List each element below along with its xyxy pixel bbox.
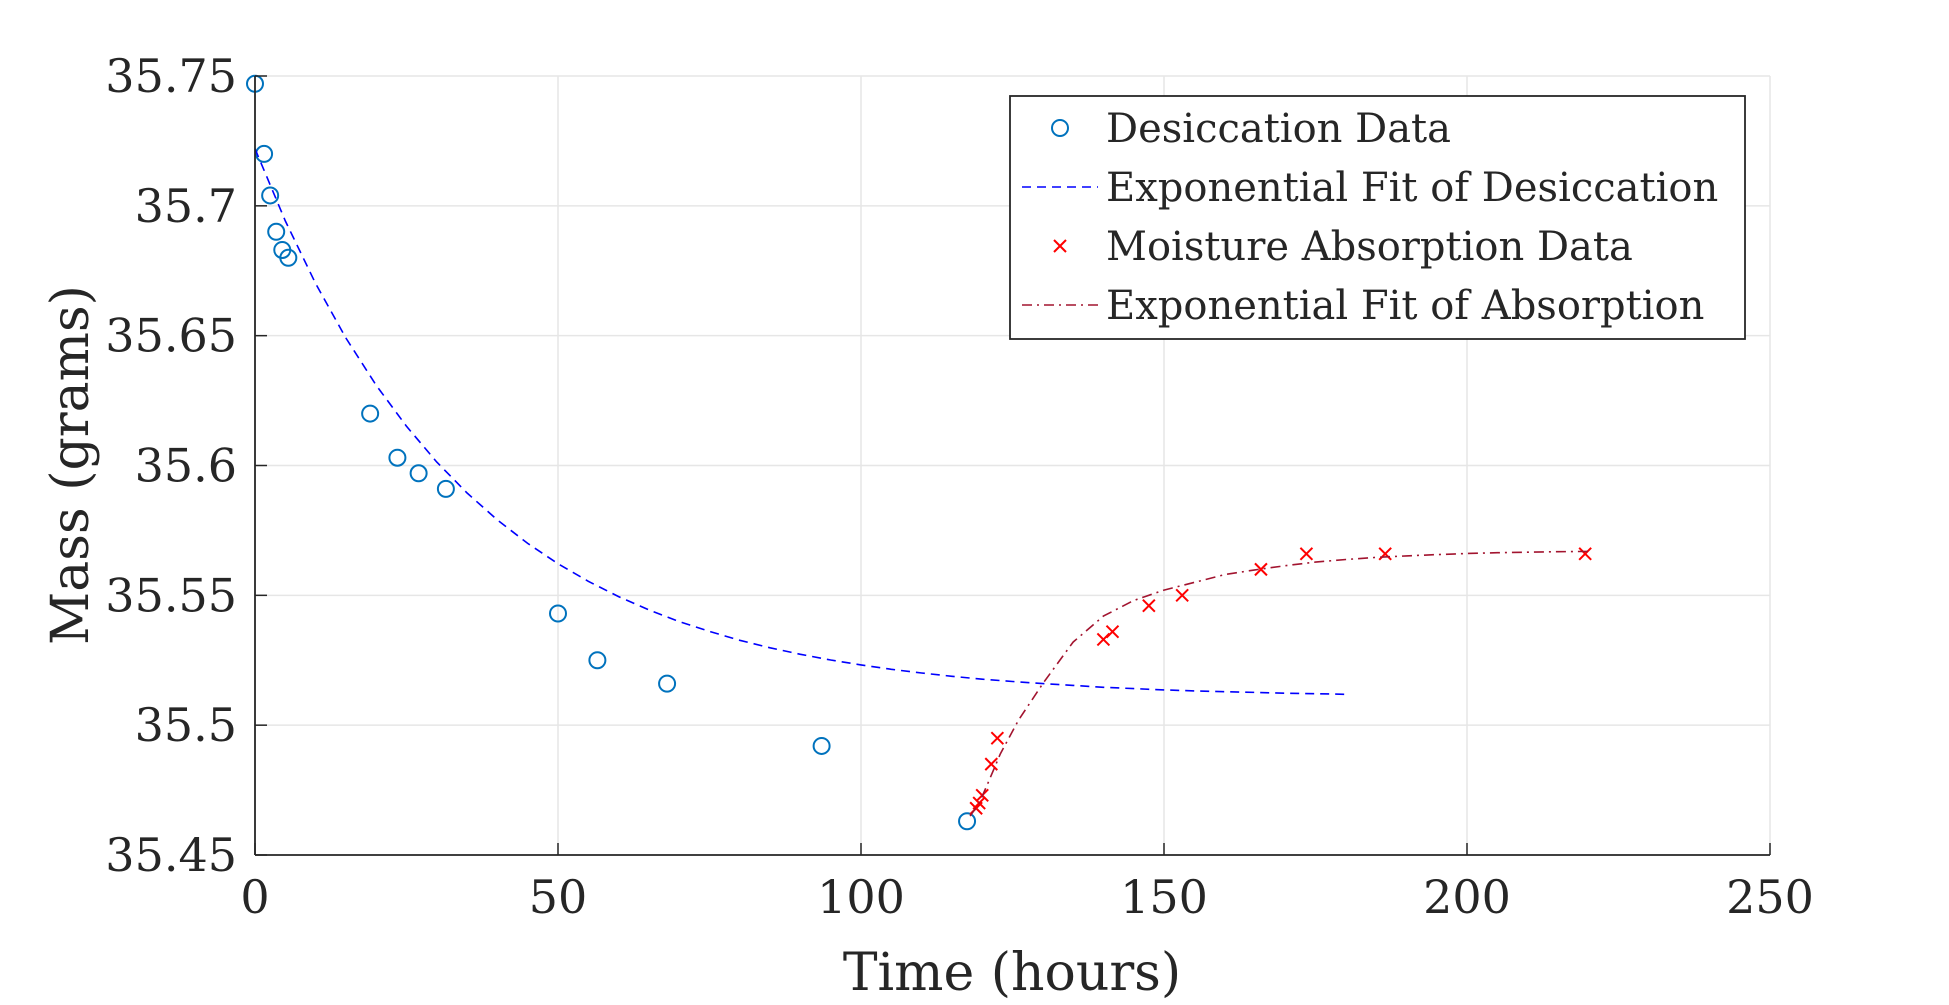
series-line	[969, 550, 1589, 817]
y-tick-label: 35.7	[135, 179, 237, 233]
legend-label: Exponential Fit of Absorption	[1106, 283, 1704, 329]
x-tick-label: 150	[1120, 870, 1208, 924]
data-point	[958, 812, 977, 831]
x-tick-label: 50	[529, 870, 588, 924]
data-point	[1578, 547, 1592, 561]
x-tick-label: 0	[240, 870, 269, 924]
data-point	[267, 222, 286, 241]
data-point	[279, 248, 298, 267]
y-tick-label: 35.45	[105, 828, 237, 882]
data-point	[812, 736, 831, 755]
x-tick-label: 100	[817, 870, 905, 924]
y-tick-label: 35.65	[105, 309, 237, 363]
data-point	[549, 604, 567, 623]
legend-item: Moisture Absorption Data	[1053, 224, 1633, 270]
axes: 0 50 100 150 200 250 35.45 35.5 35.55 35.6 35.65 35…	[105, 49, 1814, 924]
legend-marker	[1051, 119, 1069, 137]
y-tick-label: 35.5	[135, 698, 237, 752]
legend-item: Desiccation Data	[1051, 106, 1451, 152]
series-line	[254, 148, 1346, 696]
series-0	[246, 74, 977, 831]
x-tick-label: 250	[1726, 870, 1814, 924]
legend-item: Exponential Fit of Desiccation	[1022, 165, 1718, 211]
data-point	[588, 651, 607, 670]
legend-item: Exponential Fit of Absorption	[1022, 283, 1704, 329]
legend-label: Moisture Absorption Data	[1106, 224, 1633, 270]
data-point	[361, 404, 380, 423]
legend-label: Exponential Fit of Desiccation	[1106, 165, 1718, 211]
data-point	[255, 144, 274, 163]
data-point	[658, 674, 677, 693]
y-tick-label: 35.6	[135, 439, 237, 493]
data-point	[436, 479, 455, 498]
series-layer	[246, 74, 1592, 831]
data-point	[1299, 547, 1314, 561]
data-point	[409, 464, 428, 483]
legend-marker	[1053, 239, 1067, 253]
legend: Desiccation Data Exponential Fit of Desic…	[1009, 95, 1746, 340]
data-point	[1142, 599, 1156, 613]
data-point	[984, 757, 998, 771]
y-axis-title: Mass (grams)	[41, 285, 101, 645]
data-point	[990, 731, 1005, 745]
legend-label: Desiccation Data	[1106, 106, 1451, 152]
data-point	[261, 186, 280, 205]
series-3	[969, 550, 1589, 817]
data-point	[1254, 562, 1268, 577]
y-tick-label: 35.75	[105, 49, 237, 103]
x-axis-title: Time (hours)	[843, 943, 1181, 1003]
series-1	[254, 148, 1346, 696]
x-tick-label: 200	[1423, 870, 1511, 924]
data-point	[1105, 624, 1120, 639]
legend-box	[1009, 95, 1746, 340]
data-point	[388, 448, 407, 467]
y-tick-label: 35.55	[105, 568, 237, 622]
data-point	[1175, 588, 1189, 603]
